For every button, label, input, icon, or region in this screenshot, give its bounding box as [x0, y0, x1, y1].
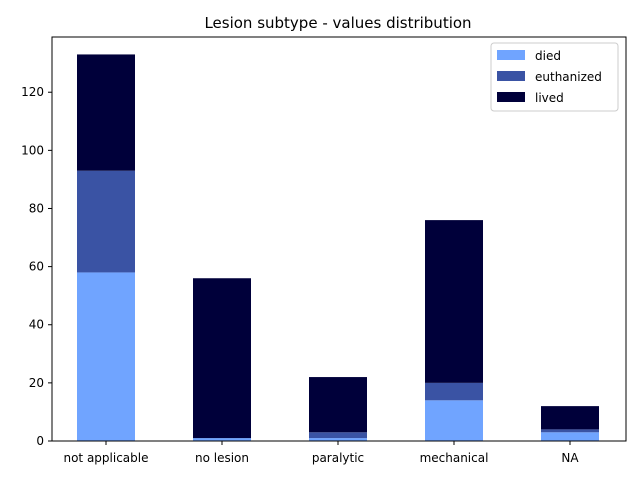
y-tick-label: 80	[29, 201, 44, 215]
bar-lived-4	[541, 406, 599, 430]
bar-euthanized-0	[77, 170, 135, 273]
legend-swatch-euthanized	[497, 71, 525, 81]
plot-frame	[51, 36, 627, 442]
bar-lived-1	[193, 278, 251, 439]
bar-lived-2	[309, 377, 367, 433]
legend-swatch-lived	[497, 92, 525, 102]
x-tick-label: mechanical	[420, 451, 489, 465]
bar-died-1	[193, 438, 251, 441]
x-tick-label: NA	[561, 451, 579, 465]
y-tick-label: 100	[21, 143, 44, 157]
x-tick-label: no lesion	[195, 451, 249, 465]
bar-euthanized-3	[425, 382, 483, 401]
bar-lived-3	[425, 220, 483, 383]
legend-swatch-died	[497, 50, 525, 60]
bar-lived-0	[77, 54, 135, 171]
y-tick-label: 60	[29, 260, 44, 274]
bar-died-2	[309, 438, 367, 441]
x-axis-ticks: not applicable no lesion paralytic mechanic…	[63, 441, 579, 465]
x-tick-label: not applicable	[63, 451, 148, 465]
legend-label-lived: lived	[535, 91, 564, 105]
chart-title: Lesion subtype - values distribution	[204, 14, 471, 32]
y-tick-label: 0	[36, 434, 44, 448]
bar-died-4	[541, 432, 599, 441]
x-tick-label: paralytic	[312, 451, 364, 465]
bar-died-0	[77, 272, 135, 441]
bar-euthanized-4	[541, 429, 599, 433]
legend: died euthanized lived	[490, 42, 619, 112]
bar-died-3	[425, 400, 483, 441]
bar-euthanized-2	[309, 432, 367, 439]
legend-label-died: died	[535, 49, 561, 63]
y-tick-label: 120	[21, 85, 44, 99]
bars	[77, 54, 599, 441]
y-tick-label: 20	[29, 376, 44, 390]
y-tick-label: 40	[29, 318, 44, 332]
y-axis-ticks: 0 20 40 60 80 100 120	[21, 85, 52, 448]
legend-label-euthanized: euthanized	[535, 70, 602, 84]
